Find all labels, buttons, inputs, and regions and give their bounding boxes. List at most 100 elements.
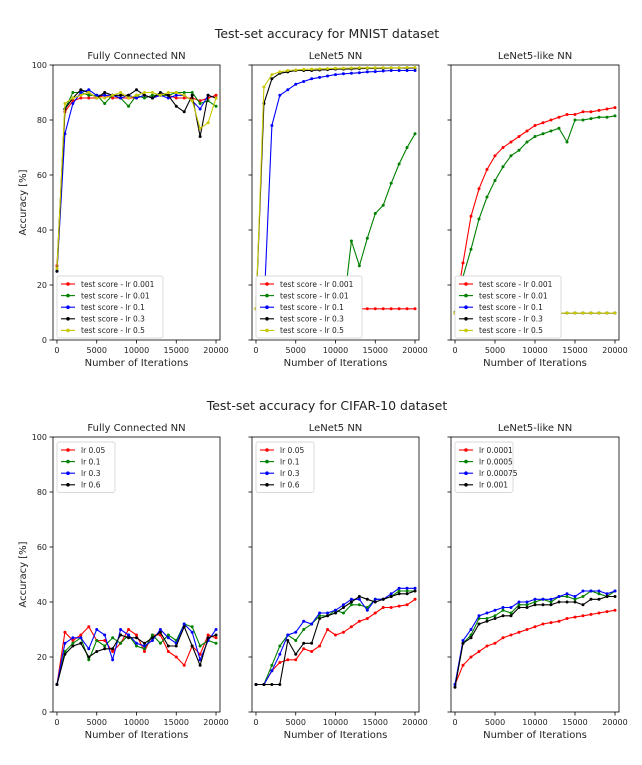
data-point bbox=[349, 597, 353, 601]
data-point bbox=[150, 633, 154, 637]
data-point bbox=[589, 589, 593, 593]
data-point bbox=[79, 96, 83, 100]
data-point bbox=[541, 597, 545, 601]
data-point bbox=[461, 639, 465, 642]
data-point bbox=[349, 600, 353, 604]
y-tick-label: 40 bbox=[37, 598, 47, 607]
data-point bbox=[341, 611, 345, 615]
data-point bbox=[533, 124, 537, 127]
data-point bbox=[198, 652, 202, 656]
data-point bbox=[158, 628, 162, 631]
legend: test score - lr 0.001 test score - lr 0.0… bbox=[454, 275, 562, 339]
legend-swatch-marker bbox=[464, 471, 468, 476]
data-point bbox=[326, 74, 330, 78]
x-tick-label: 15000 bbox=[363, 346, 388, 355]
data-point bbox=[278, 70, 282, 74]
data-point bbox=[341, 630, 345, 634]
data-point bbox=[581, 311, 585, 315]
data-point bbox=[198, 99, 202, 103]
y-tick-label: 60 bbox=[37, 171, 47, 180]
x-tick-label: 20000 bbox=[402, 718, 427, 727]
data-point bbox=[477, 217, 481, 221]
data-point bbox=[405, 146, 409, 149]
y-axis-label: Accuracy [%] bbox=[18, 541, 29, 607]
data-point bbox=[525, 603, 529, 607]
legend-entry: test score - lr 0.3 bbox=[280, 315, 344, 324]
y-tick-label: 0 bbox=[42, 708, 47, 717]
data-point bbox=[581, 603, 585, 607]
data-point bbox=[310, 641, 314, 645]
panel-title: Fully Connected NN bbox=[87, 423, 185, 434]
data-point bbox=[501, 606, 505, 609]
x-tick-label: 10000 bbox=[124, 718, 149, 727]
data-point bbox=[597, 592, 601, 596]
x-tick-label: 20000 bbox=[203, 718, 228, 727]
data-point bbox=[103, 96, 107, 100]
data-point bbox=[613, 608, 617, 612]
data-point bbox=[493, 179, 497, 182]
data-point bbox=[365, 236, 369, 240]
legend-swatch-marker bbox=[66, 483, 70, 487]
data-point bbox=[517, 135, 521, 138]
legend-entry: test score - lr 0.1 bbox=[479, 303, 543, 312]
legend-swatch-marker bbox=[464, 282, 468, 286]
x-tick-label: 10000 bbox=[522, 718, 547, 727]
legend-entry: lr 0.1 bbox=[280, 457, 300, 466]
mnist-figure-title: Test-set accuracy for MNIST dataset bbox=[214, 26, 439, 41]
data-point bbox=[573, 118, 577, 122]
data-point bbox=[326, 611, 330, 615]
data-point bbox=[87, 88, 91, 92]
legend-swatch-marker bbox=[464, 459, 468, 464]
data-point bbox=[127, 633, 131, 637]
legend-entry: test score - lr 0.1 bbox=[81, 303, 145, 312]
data-point bbox=[381, 307, 385, 311]
data-point bbox=[302, 67, 306, 71]
data-point bbox=[318, 644, 322, 648]
panel-title: LeNet5 NN bbox=[309, 51, 363, 62]
legend-swatch-marker bbox=[265, 282, 269, 286]
x-tick-label: 5000 bbox=[485, 718, 505, 727]
legend-swatch-marker bbox=[464, 448, 468, 452]
legend-entry: test score - lr 0.001 bbox=[479, 280, 553, 289]
data-point bbox=[158, 91, 162, 94]
legend-entry: lr 0.001 bbox=[479, 481, 508, 490]
data-point bbox=[166, 91, 170, 94]
legend-entry: test score - lr 0.01 bbox=[280, 291, 349, 300]
data-point bbox=[166, 93, 170, 97]
data-point bbox=[413, 586, 417, 590]
legend-swatch-marker bbox=[464, 293, 468, 298]
legend-box bbox=[56, 441, 116, 493]
data-point bbox=[397, 66, 401, 70]
data-point bbox=[533, 625, 537, 629]
data-point bbox=[597, 108, 601, 112]
data-point bbox=[357, 595, 361, 598]
data-point bbox=[613, 595, 617, 598]
chart-panel-3: LeNet5-like NN 0 5000 10000 15000 20000 Number… bbox=[447, 51, 628, 369]
data-point bbox=[286, 88, 290, 92]
data-point bbox=[613, 114, 617, 118]
x-tick-label: 0 bbox=[452, 346, 457, 355]
data-point bbox=[278, 652, 282, 656]
data-point bbox=[557, 595, 561, 598]
data-point bbox=[461, 641, 465, 645]
data-point bbox=[365, 606, 369, 609]
data-point bbox=[190, 625, 194, 629]
data-point bbox=[294, 658, 298, 662]
data-point bbox=[334, 608, 337, 612]
data-point bbox=[270, 683, 274, 686]
data-point bbox=[469, 655, 473, 659]
data-point bbox=[389, 595, 393, 598]
legend-swatch-marker bbox=[66, 293, 70, 298]
data-point bbox=[389, 66, 393, 70]
data-point bbox=[103, 91, 107, 94]
data-point bbox=[103, 633, 107, 637]
data-point bbox=[71, 639, 75, 642]
data-point bbox=[79, 636, 83, 640]
data-point bbox=[79, 88, 83, 92]
legend-swatch-marker bbox=[265, 305, 269, 310]
data-point bbox=[549, 597, 553, 601]
data-point bbox=[111, 658, 115, 662]
data-point bbox=[349, 625, 353, 629]
data-point bbox=[373, 600, 377, 604]
legend-swatch-marker bbox=[464, 305, 468, 310]
